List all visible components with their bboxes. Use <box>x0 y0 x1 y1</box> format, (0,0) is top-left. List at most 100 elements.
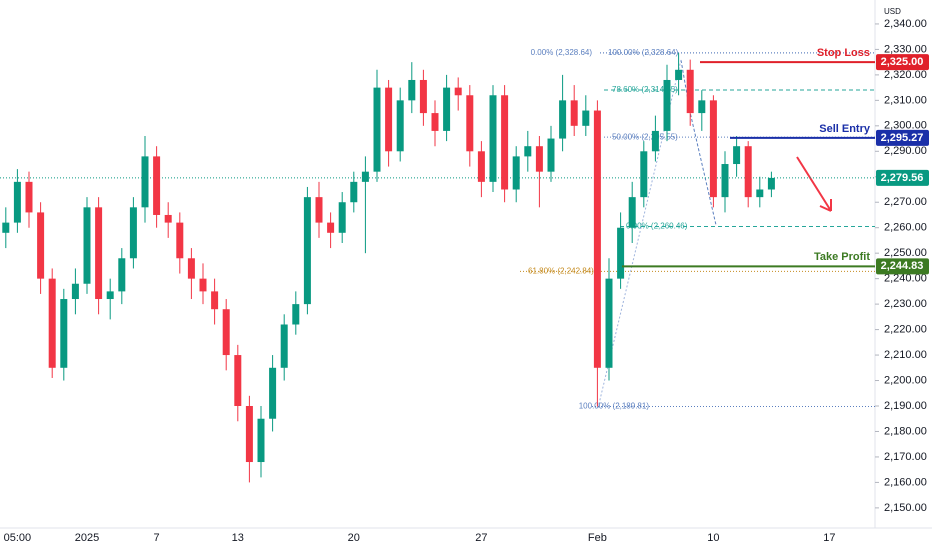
candle-body <box>106 291 114 300</box>
candle-body <box>373 87 381 172</box>
y-tick-label: 2,210.00 <box>884 349 927 361</box>
y-tick-label: 2,320.00 <box>884 69 927 81</box>
down-arrow <box>796 156 832 212</box>
candle-body <box>396 100 404 152</box>
candle-body <box>129 207 137 259</box>
x-tick-label: 7 <box>154 532 160 544</box>
candle-body <box>211 291 219 310</box>
candle-body <box>524 146 532 157</box>
candle-body <box>466 95 474 152</box>
candle-body <box>651 130 659 152</box>
candle-body <box>71 283 79 300</box>
candle-body <box>315 197 323 223</box>
price-tag-label: 2,295.27 <box>881 132 924 144</box>
candle-body <box>535 146 543 172</box>
candle-body <box>257 418 265 463</box>
x-tick-label: 13 <box>232 532 244 544</box>
x-tick-label: 05:00 <box>4 532 32 544</box>
candle-body <box>477 151 485 182</box>
fib-label: 0.00% (2,260.46) <box>626 222 688 231</box>
trade-label: Stop Loss <box>817 47 870 59</box>
candle-body <box>141 156 149 208</box>
candle-body <box>13 181 21 223</box>
candle-body <box>199 278 207 292</box>
candle-body <box>187 258 195 279</box>
candle-body <box>60 299 68 368</box>
y-tick-label: 2,220.00 <box>884 323 927 335</box>
y-tick-label: 2,160.00 <box>884 476 927 488</box>
fib-label: 78.60% (2,314.05) <box>612 85 678 94</box>
candle-body <box>767 177 775 190</box>
currency-label: USD <box>884 7 901 16</box>
price-tag <box>876 129 929 146</box>
price-tag-label: 2,279.56 <box>881 172 924 184</box>
candle-body <box>48 278 56 368</box>
candle-body <box>303 197 311 305</box>
candle-body <box>663 79 671 131</box>
x-tick-label: 17 <box>823 532 835 544</box>
candle-body <box>361 171 369 182</box>
y-tick-label: 2,310.00 <box>884 94 927 106</box>
candle-body <box>269 367 277 419</box>
y-tick-label: 2,190.00 <box>884 400 927 412</box>
y-tick-label: 2,180.00 <box>884 425 927 437</box>
candle-body <box>408 79 416 101</box>
candle-body <box>443 87 451 131</box>
candle-body <box>338 202 346 233</box>
candle-body <box>327 222 335 233</box>
candle-body <box>431 113 439 131</box>
candle-body <box>605 278 613 368</box>
candle-body <box>501 95 509 190</box>
candle-body <box>234 355 242 406</box>
candle-body <box>489 95 497 182</box>
candle-body <box>559 100 567 139</box>
y-tick-label: 2,200.00 <box>884 374 927 386</box>
candle-body <box>547 138 555 172</box>
candle-body <box>95 207 103 300</box>
fib-label: 100.00% (2,328.64) <box>608 48 679 57</box>
y-tick-label: 2,240.00 <box>884 273 927 285</box>
price-tag <box>876 54 929 71</box>
candle-body <box>675 69 683 80</box>
candle-body <box>350 181 358 203</box>
y-tick-label: 2,330.00 <box>884 43 927 55</box>
candle-body <box>698 100 706 114</box>
candle-body <box>222 309 230 356</box>
candle-body <box>164 214 172 223</box>
x-tick-label: 10 <box>707 532 719 544</box>
candle-body <box>280 324 288 368</box>
candle-body <box>292 304 300 325</box>
candle-body <box>721 164 729 198</box>
y-tick-label: 2,260.00 <box>884 222 927 234</box>
x-tick-label: 20 <box>348 532 360 544</box>
candle-body <box>617 227 625 279</box>
x-tick-label: Feb <box>588 532 607 544</box>
candle-body <box>153 156 161 215</box>
candle-body <box>512 156 520 190</box>
candle-body <box>37 212 45 279</box>
candle-body <box>744 146 752 198</box>
candle-body <box>176 222 184 259</box>
candle-body <box>733 146 741 165</box>
candle-body <box>454 87 462 96</box>
candle-body <box>25 181 33 213</box>
candle-body <box>582 110 590 126</box>
candle-body <box>83 207 91 284</box>
candle-body <box>628 197 636 228</box>
fib-label: 50.00% (2,295.55) <box>612 132 678 141</box>
y-tick-label: 2,290.00 <box>884 145 927 157</box>
candle-body <box>385 87 393 152</box>
y-tick-label: 2,300.00 <box>884 120 927 132</box>
candle-body <box>118 258 126 292</box>
y-tick-label: 2,150.00 <box>884 502 927 514</box>
trade-label: Sell Entry <box>819 123 871 135</box>
price-tag <box>876 258 929 275</box>
y-tick-label: 2,170.00 <box>884 451 927 463</box>
candle-body <box>640 151 648 198</box>
candle-body <box>2 222 10 233</box>
fib-label: 100.00% (2,189.81) <box>579 402 650 411</box>
y-tick-label: 2,230.00 <box>884 298 927 310</box>
candle-body <box>756 189 764 198</box>
